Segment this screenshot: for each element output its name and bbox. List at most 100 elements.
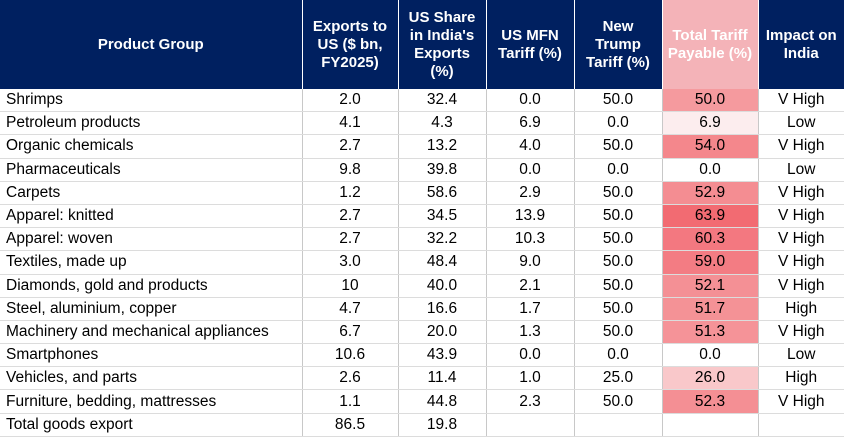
cell-impact: High: [757, 366, 844, 391]
cell-total: 54.0: [661, 134, 758, 159]
cell-impact: V High: [757, 134, 844, 159]
cell-exports: 2.0: [301, 89, 398, 113]
cell-impact: Low: [757, 158, 844, 182]
cell-share: 19.8: [397, 413, 486, 437]
cell-product: Petroleum products: [0, 111, 302, 136]
cell-trump: 50.0: [573, 250, 662, 275]
table-row: Apparel: knitted 2.7 34.5 13.9 50.0 63.9 V Hig…: [0, 204, 844, 229]
cell-total: 52.1: [661, 274, 758, 298]
table-row: Vehicles, and parts 2.6 11.4 1.0 25.0 26.0 Hig…: [0, 366, 844, 391]
cell-mfn: 2.9: [485, 181, 574, 205]
cell-mfn: 6.9: [485, 111, 574, 136]
cell-product: Apparel: knitted: [0, 204, 302, 229]
cell-impact: High: [757, 297, 844, 321]
cell-mfn: 2.3: [485, 389, 574, 414]
cell-product: Pharmaceuticals: [0, 158, 302, 182]
cell-product: Machinery and mechanical appliances: [0, 320, 302, 345]
cell-mfn: 1.7: [485, 297, 574, 321]
cell-mfn: 10.3: [485, 227, 574, 252]
cell-trump: 50.0: [573, 297, 662, 321]
cell-mfn: 1.0: [485, 366, 574, 391]
cell-exports: 10.6: [301, 343, 398, 368]
table-row: Diamonds, gold and products 10 40.0 2.1 50.0…: [0, 274, 844, 298]
cell-trump: 50.0: [573, 274, 662, 298]
cell-exports: 9.8: [301, 158, 398, 182]
cell-trump: 50.0: [573, 181, 662, 205]
cell-share: 43.9: [397, 343, 486, 368]
cell-impact: V High: [757, 250, 844, 275]
header-trump-tariff: New Trump Tariff (%): [573, 0, 662, 89]
cell-mfn: 0.0: [485, 158, 574, 182]
cell-impact: V High: [757, 204, 844, 229]
table-row: Smartphones 10.6 43.9 0.0 0.0 0.0 Low: [0, 343, 844, 368]
cell-impact: V High: [757, 89, 844, 113]
cell-trump: 0.0: [573, 111, 662, 136]
cell-total: 0.0: [661, 158, 758, 182]
cell-exports: 1.1: [301, 389, 398, 414]
cell-share: 32.2: [397, 227, 486, 252]
table-row: Apparel: woven 2.7 32.2 10.3 50.0 60.3 V High: [0, 227, 844, 252]
cell-mfn: 1.3: [485, 320, 574, 345]
cell-mfn: 2.1: [485, 274, 574, 298]
cell-mfn: 4.0: [485, 134, 574, 159]
cell-product: Smartphones: [0, 343, 302, 368]
table-row: Furniture, bedding, mattresses 1.1 44.8 2.3…: [0, 389, 844, 414]
cell-trump: 50.0: [573, 320, 662, 345]
table-row: Shrimps 2.0 32.4 0.0 50.0 50.0 V High: [0, 89, 844, 113]
cell-product: Organic chemicals: [0, 134, 302, 159]
cell-mfn: 9.0: [485, 250, 574, 275]
cell-total: 60.3: [661, 227, 758, 252]
cell-impact: V High: [757, 181, 844, 205]
table-row: Pharmaceuticals 9.8 39.8 0.0 0.0 0.0 Low: [0, 158, 844, 182]
header-us-share: US Share in India's Exports (%): [397, 0, 486, 89]
header-product-group: Product Group: [0, 0, 302, 89]
cell-product: Carpets: [0, 181, 302, 205]
cell-share: 4.3: [397, 111, 486, 136]
cell-exports: 6.7: [301, 320, 398, 345]
cell-total: 52.9: [661, 181, 758, 205]
header-mfn-tariff: US MFN Tariff (%): [485, 0, 574, 89]
cell-total: [661, 413, 758, 437]
cell-mfn: 13.9: [485, 204, 574, 229]
header-total-tariff: Total Tariff Payable (%): [661, 0, 758, 89]
table-row: Steel, aluminium, copper 4.7 16.6 1.7 50.0 51…: [0, 297, 844, 321]
cell-exports: 2.7: [301, 227, 398, 252]
cell-impact: [757, 413, 844, 437]
cell-product: Shrimps: [0, 89, 302, 113]
cell-share: 11.4: [397, 366, 486, 391]
cell-mfn: [485, 413, 574, 437]
cell-exports: 1.2: [301, 181, 398, 205]
cell-share: 44.8: [397, 389, 486, 414]
cell-total: 63.9: [661, 204, 758, 229]
cell-product: Steel, aluminium, copper: [0, 297, 302, 321]
cell-mfn: 0.0: [485, 89, 574, 113]
cell-exports: 86.5: [301, 413, 398, 437]
table-row: Carpets 1.2 58.6 2.9 50.0 52.9 V High: [0, 181, 844, 205]
cell-share: 16.6: [397, 297, 486, 321]
cell-share: 32.4: [397, 89, 486, 113]
table-body: Shrimps 2.0 32.4 0.0 50.0 50.0 V High Petroleum…: [0, 89, 844, 437]
cell-trump: 50.0: [573, 389, 662, 414]
cell-trump: 50.0: [573, 89, 662, 113]
cell-impact: V High: [757, 274, 844, 298]
header-row: Product Group Exports to US ($ bn, FY202…: [0, 0, 844, 89]
cell-share: 34.5: [397, 204, 486, 229]
cell-total: 51.7: [661, 297, 758, 321]
cell-mfn: 0.0: [485, 343, 574, 368]
table-row: Organic chemicals 2.7 13.2 4.0 50.0 54.0 V Hig…: [0, 134, 844, 159]
header-exports: Exports to US ($ bn, FY2025): [301, 0, 398, 89]
cell-exports: 4.7: [301, 297, 398, 321]
cell-trump: 50.0: [573, 204, 662, 229]
cell-exports: 4.1: [301, 111, 398, 136]
cell-trump: 50.0: [573, 134, 662, 159]
cell-exports: 2.7: [301, 204, 398, 229]
cell-share: 13.2: [397, 134, 486, 159]
cell-share: 58.6: [397, 181, 486, 205]
cell-total: 52.3: [661, 389, 758, 414]
cell-product: Furniture, bedding, mattresses: [0, 389, 302, 414]
table-row: Textiles, made up 3.0 48.4 9.0 50.0 59.0 V Hig…: [0, 250, 844, 275]
header-impact: Impact on India: [757, 0, 844, 89]
cell-exports: 3.0: [301, 250, 398, 275]
cell-exports: 10: [301, 274, 398, 298]
